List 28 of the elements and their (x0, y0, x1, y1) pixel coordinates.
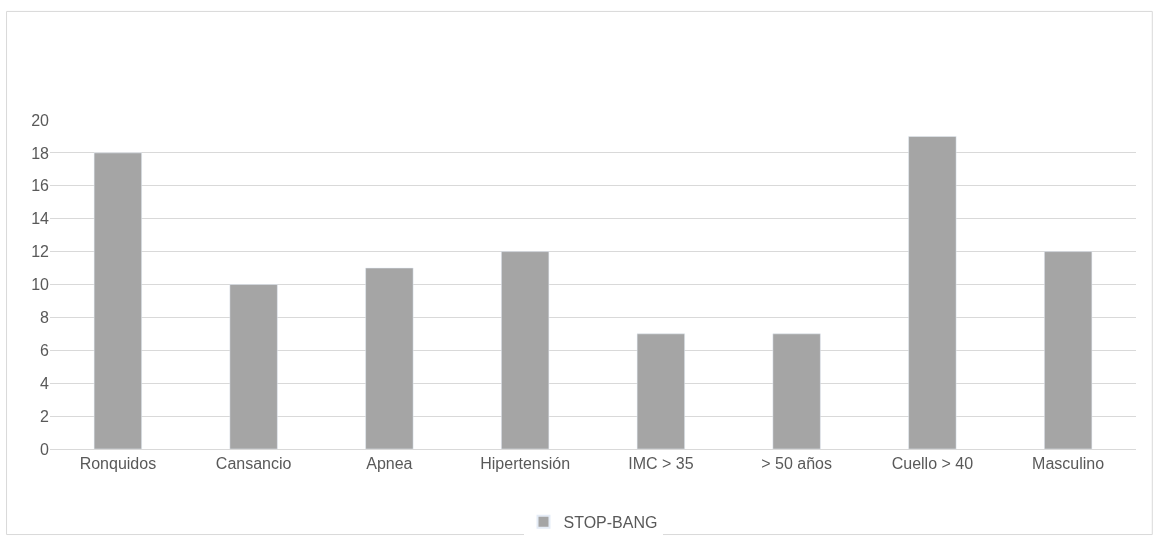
legend-label: STOP-BANG (563, 514, 658, 532)
y-tick-label: 16 (31, 177, 50, 195)
bar (229, 284, 278, 449)
bar (501, 251, 550, 449)
x-tick-label: Masculino (1032, 455, 1105, 473)
y-tick-label: 4 (40, 374, 50, 392)
y-tick-label: 0 (40, 440, 50, 458)
y-tick-label: 18 (31, 144, 50, 162)
y-tick-label: 14 (31, 210, 50, 228)
y-tick-label: 10 (31, 276, 50, 294)
y-tick-label: 6 (40, 341, 50, 359)
x-tick-label: Ronquidos (79, 455, 157, 473)
bar (1044, 251, 1093, 449)
bar (772, 333, 821, 449)
x-tick-label: Hipertensión (480, 455, 571, 473)
y-tick-label: 20 (31, 111, 50, 129)
y-tick-label: 8 (40, 309, 50, 326)
bar (636, 333, 685, 449)
bar (908, 136, 957, 449)
y-tick-label: 2 (40, 407, 50, 425)
x-tick-label: IMC > 35 (628, 455, 694, 473)
x-tick-label: Apnea (366, 455, 413, 473)
x-tick-label: Cansancio (215, 455, 292, 473)
y-tick-label: 12 (31, 243, 50, 261)
x-tick-label: Cuello > 40 (891, 455, 974, 473)
bar (93, 152, 142, 449)
x-tick-label: > 50 años (761, 455, 832, 473)
bar (365, 267, 414, 449)
